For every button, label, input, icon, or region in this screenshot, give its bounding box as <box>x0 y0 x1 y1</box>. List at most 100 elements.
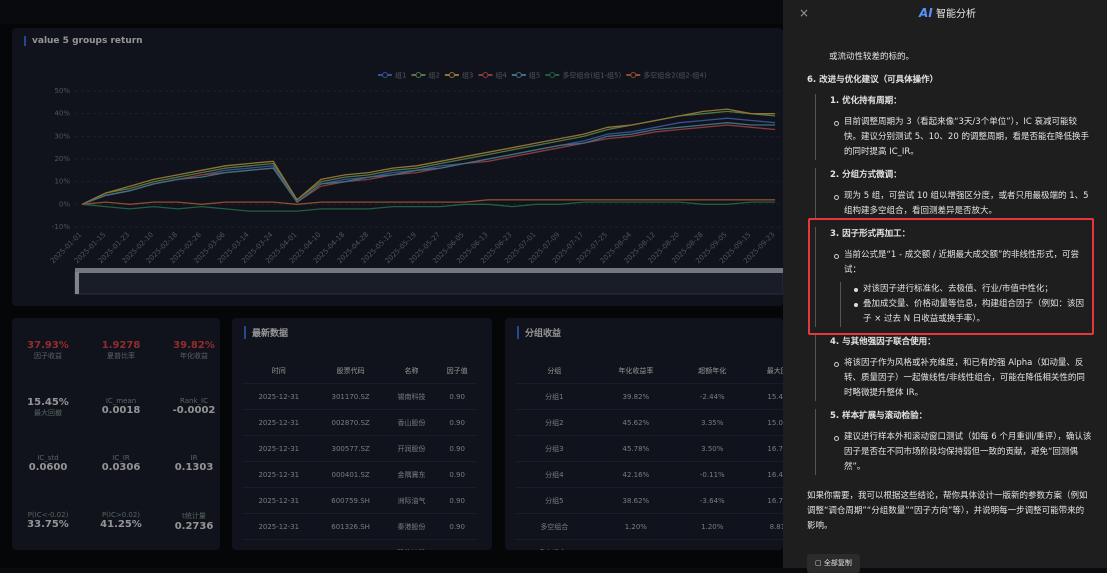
column-header: 分组 <box>515 358 594 384</box>
y-tick-label: 40% <box>54 110 70 118</box>
cell: 39.82% <box>593 383 679 410</box>
metric-value: 0.2736 <box>174 521 214 532</box>
legend-label[interactable]: 多空组合2(组2-组4) <box>643 71 707 80</box>
column-header: 因子值 <box>437 358 477 384</box>
chart: -10%0%10%20%30%40%50%2025-01-012025-01-1… <box>49 71 783 295</box>
bullet: 现为 5 组，可尝试 10 组以增强区分度，或者只用最极端的 1、5 组构建多空… <box>830 189 1092 219</box>
cell: 多空组合2 <box>515 539 594 550</box>
column-header: 最大回撤 <box>746 358 783 384</box>
cell: 2025-12-31 <box>242 487 316 514</box>
panel-title: 智能分析 <box>935 9 976 20</box>
y-tick-label: 10% <box>54 178 70 186</box>
cell: 多空组合 <box>515 513 594 540</box>
card-title: 分组收益 <box>517 326 561 339</box>
table: 分组年化收益率超额年化最大回撤分组139.82%-2.44%15.45%分组24… <box>515 358 783 550</box>
y-tick-label: 50% <box>54 87 70 95</box>
cell: 0.90 <box>437 435 477 462</box>
metric-value: 41.25% <box>100 519 142 530</box>
overlay <box>0 0 783 568</box>
legend-label[interactable]: 组1 <box>395 71 406 80</box>
legend-label[interactable]: 组3 <box>462 71 473 80</box>
header-row: 分组年化收益率超额年化最大回撤 <box>515 358 783 384</box>
cell: 45.78% <box>593 435 679 462</box>
metric-value: 0.0600 <box>28 462 68 473</box>
item: 3. 因子形式再加工： 当前公式是“1 - 成交额 / 近期最大成交额”的非线性形… <box>815 227 1092 327</box>
metric-label: P(IC<-0.02) <box>27 511 69 519</box>
metric: IC_std 0.0600 <box>18 454 78 473</box>
metric: IC_mean 0.0018 <box>91 397 151 416</box>
cell: 2025-12-31 <box>242 461 316 488</box>
row: 2025-12-31001896.SZ豫能控股0.90 <box>242 539 477 550</box>
y-tick-label: -10% <box>52 223 70 231</box>
cell: 0.90 <box>437 409 477 436</box>
analysis: 或流动性较差的标的。 6. 改进与优化建议（可具体操作） 1. 优化持有周期： 目… <box>807 50 1092 573</box>
row: 2025-12-31 002870.SZ 香山股份 0.90 <box>242 409 477 436</box>
metric-label: 因子收益 <box>34 352 62 360</box>
cell: 0.90 <box>437 383 477 410</box>
chart-title: value 5 groups return <box>24 36 143 46</box>
groups-card: 分组收益 分组年化收益率超额年化最大回撤分组139.82%-2.44%15.45… <box>505 318 783 550</box>
column-header: 名称 <box>385 358 438 384</box>
cell: 45.62% <box>593 409 679 436</box>
item-title: 2. 分组方式微调： <box>830 170 902 180</box>
cell: 2025-12-31 <box>242 383 316 410</box>
close-button[interactable]: × <box>799 6 810 20</box>
items: 1. 优化持有周期： 目前调整周期为 3（看起来像“3天/3个单位”），IC 衰减… <box>807 94 1092 475</box>
legend-label[interactable]: 组2 <box>428 71 439 80</box>
bullet: 将该因子作为风格或补充维度，和已有的强 Alpha（如动量、反转、质量因子）一起… <box>830 356 1092 401</box>
cell: 3.46% <box>593 539 679 550</box>
cell: 001896.SZ <box>315 539 386 550</box>
metric: t统计量 0.2736 <box>164 511 224 532</box>
metric-label: IC_std <box>37 454 59 462</box>
metrics-card: 37.93% 因子收益 1.9278 夏普比率 39.82% 年化收益 15.45% 最大回撤… <box>12 318 220 550</box>
item-title: 4. 与其他强因子联合使用： <box>830 337 936 347</box>
metric: Rank_IC -0.0002 <box>164 397 224 416</box>
cell: 15.45% <box>746 383 783 410</box>
cell: 42.16% <box>593 461 679 488</box>
row: 2025-12-31 301170.SZ 锡南科技 0.90 <box>242 383 477 410</box>
cell: 1.20% <box>593 513 679 540</box>
sub-item: 叠加成交量、价格动量等信息，构建组合因子（例如：该因子 × 过去 N 日收益或换… <box>853 297 1092 327</box>
y-tick-label: 0% <box>59 200 70 208</box>
item: 4. 与其他强因子联合使用： 将该因子作为风格或补充维度，和已有的强 Alpha（… <box>815 335 1092 401</box>
cell: 0.90 <box>437 487 477 514</box>
panel-header: AI 智能分析 <box>919 6 976 22</box>
cell: 金隅冀东 <box>385 461 438 488</box>
item: 5. 样本扩展与滚动检验： 建议进行样本外和滚动窗口测试（如每 6 个月重训/重评… <box>815 409 1092 475</box>
legend-label[interactable]: 组4 <box>495 71 507 80</box>
slider-bar <box>75 268 783 273</box>
metric-value: 33.75% <box>27 519 69 530</box>
highlight-box <box>808 218 1094 335</box>
cell: 16.72% <box>746 435 783 462</box>
paragraph: 或流动性较差的标的。 <box>829 52 915 62</box>
series-line <box>81 201 776 212</box>
cell: 分组5 <box>515 487 594 514</box>
cell: 2025-12-31 <box>242 409 316 436</box>
metric-value: -0.0002 <box>172 405 216 416</box>
legend-label[interactable]: 组5 <box>529 71 540 80</box>
cell: 300577.SZ <box>315 435 386 462</box>
metric-value: 15.45% <box>27 397 69 408</box>
metric-label: 年化收益 <box>180 352 208 360</box>
slider-handle[interactable] <box>75 272 79 294</box>
cell: -2.44% <box>678 383 747 410</box>
header-row: 时间 股票代码 名称 因子值 <box>242 358 477 384</box>
y-tick-label: 30% <box>54 132 70 140</box>
row: 2025-12-31 601326.SH 秦港股份 0.90 <box>242 513 477 540</box>
series-line <box>81 122 776 205</box>
metric-label: 最大回撤 <box>34 409 62 417</box>
column-header: 时间 <box>242 358 316 384</box>
cell: 16.42% <box>746 461 783 488</box>
legend-label[interactable]: 多空组合(组1-组5) <box>562 71 621 80</box>
cell: 分组1 <box>515 383 594 410</box>
cell: 15.02% <box>746 409 783 436</box>
legend-dot <box>382 72 388 78</box>
cell: 601326.SH <box>315 513 386 540</box>
copy-button[interactable]: ▢ 全部复制 <box>807 554 860 573</box>
metric: 39.82% 年化收益 <box>164 340 224 361</box>
